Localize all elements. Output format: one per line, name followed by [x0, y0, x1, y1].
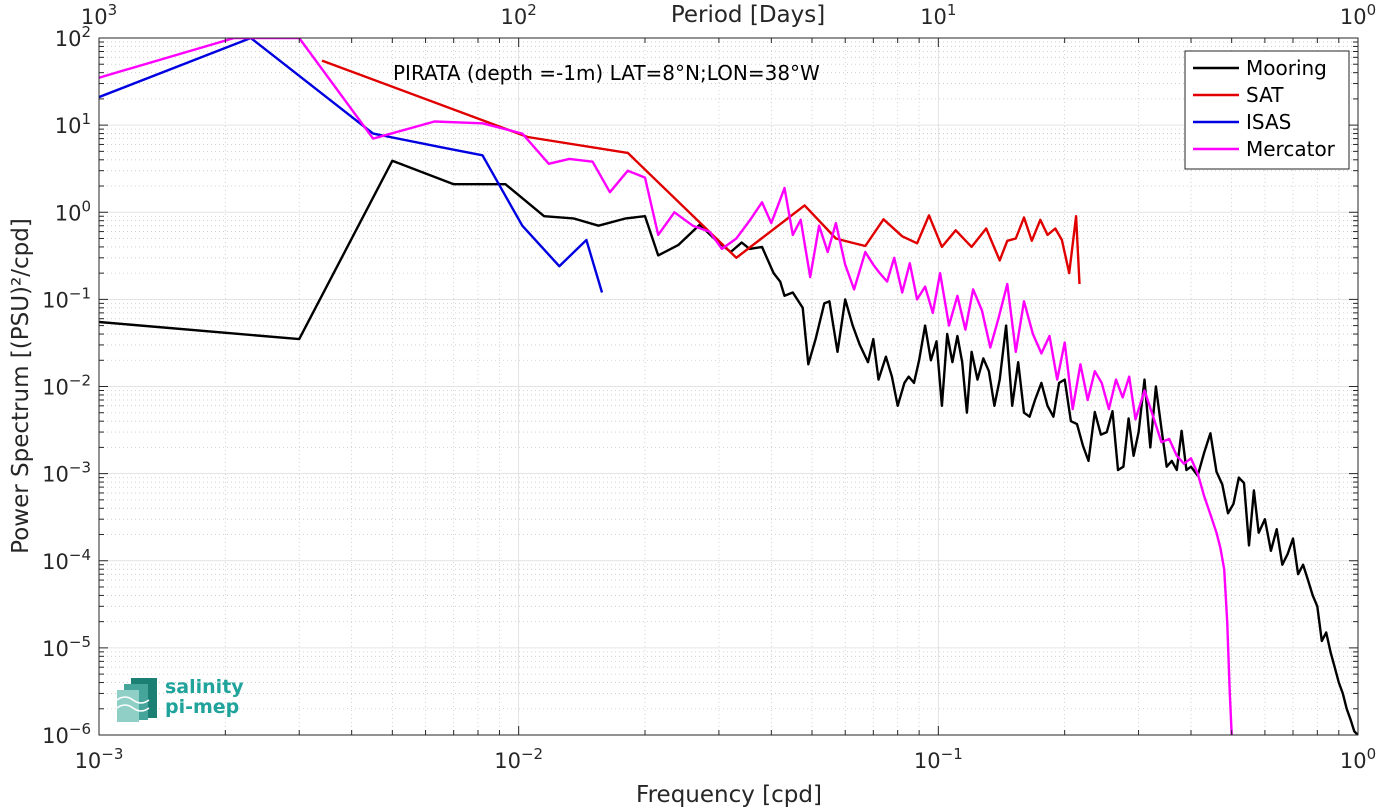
top-tick-label: 101	[920, 1, 956, 29]
x-tick-label: 10−1	[914, 745, 963, 773]
legend-label-mercator: Mercator	[1246, 137, 1336, 161]
x-tick-label: 10−2	[494, 745, 543, 773]
legend-label-isas: ISAS	[1246, 110, 1291, 134]
legend: Mooring SAT ISAS Mercator	[1184, 50, 1350, 170]
series-sat-line	[321, 59, 1081, 285]
y-tick-label: 101	[55, 110, 91, 138]
y-tick-label: 10−1	[42, 284, 91, 312]
x-tick-label: 10−3	[75, 745, 124, 773]
series-isas-line	[99, 38, 604, 293]
logo-text-line1: salinity	[165, 676, 244, 698]
series-layer	[99, 38, 1358, 735]
y-tick-label: 10−5	[42, 633, 91, 661]
series-mercator-line	[99, 38, 1233, 735]
axis-ticks	[98, 37, 1359, 736]
y-tick-label: 10−4	[42, 546, 91, 574]
x-axis-title: Frequency [cpd]	[636, 782, 822, 808]
top-tick-label: 103	[81, 1, 117, 29]
salinity-pimep-logo: salinity pi-mep	[116, 676, 244, 722]
chart-annotation: PIRATA (depth =-1m) LAT=8°N;LON=38°W	[393, 61, 820, 85]
legend-label-sat: SAT	[1246, 83, 1284, 107]
y-tick-label: 10−6	[42, 720, 91, 748]
y-tick-label: 10−3	[42, 459, 91, 487]
y-axis-title: Power Spectrum [(PSU)²/cpd]	[8, 218, 34, 554]
top-tick-label: 102	[501, 1, 537, 29]
top-axis-title: Period [Days]	[671, 2, 825, 28]
y-tick-label: 100	[55, 197, 91, 225]
legend-label-mooring: Mooring	[1246, 56, 1327, 80]
y-tick-label: 10−2	[42, 372, 91, 400]
logo-waves-icon	[116, 678, 157, 722]
logo-text-line2: pi-mep	[165, 696, 239, 718]
y-tick-label: 102	[55, 23, 91, 51]
series-mooring-line	[99, 159, 1358, 735]
x-tick-label: 100	[1340, 745, 1376, 773]
top-tick-label: 100	[1340, 1, 1376, 29]
